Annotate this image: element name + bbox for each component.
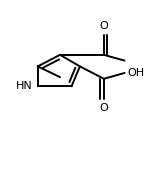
Text: OH: OH [127, 68, 144, 78]
Text: HN: HN [16, 81, 33, 91]
Text: O: O [99, 103, 108, 113]
Text: O: O [99, 21, 108, 31]
